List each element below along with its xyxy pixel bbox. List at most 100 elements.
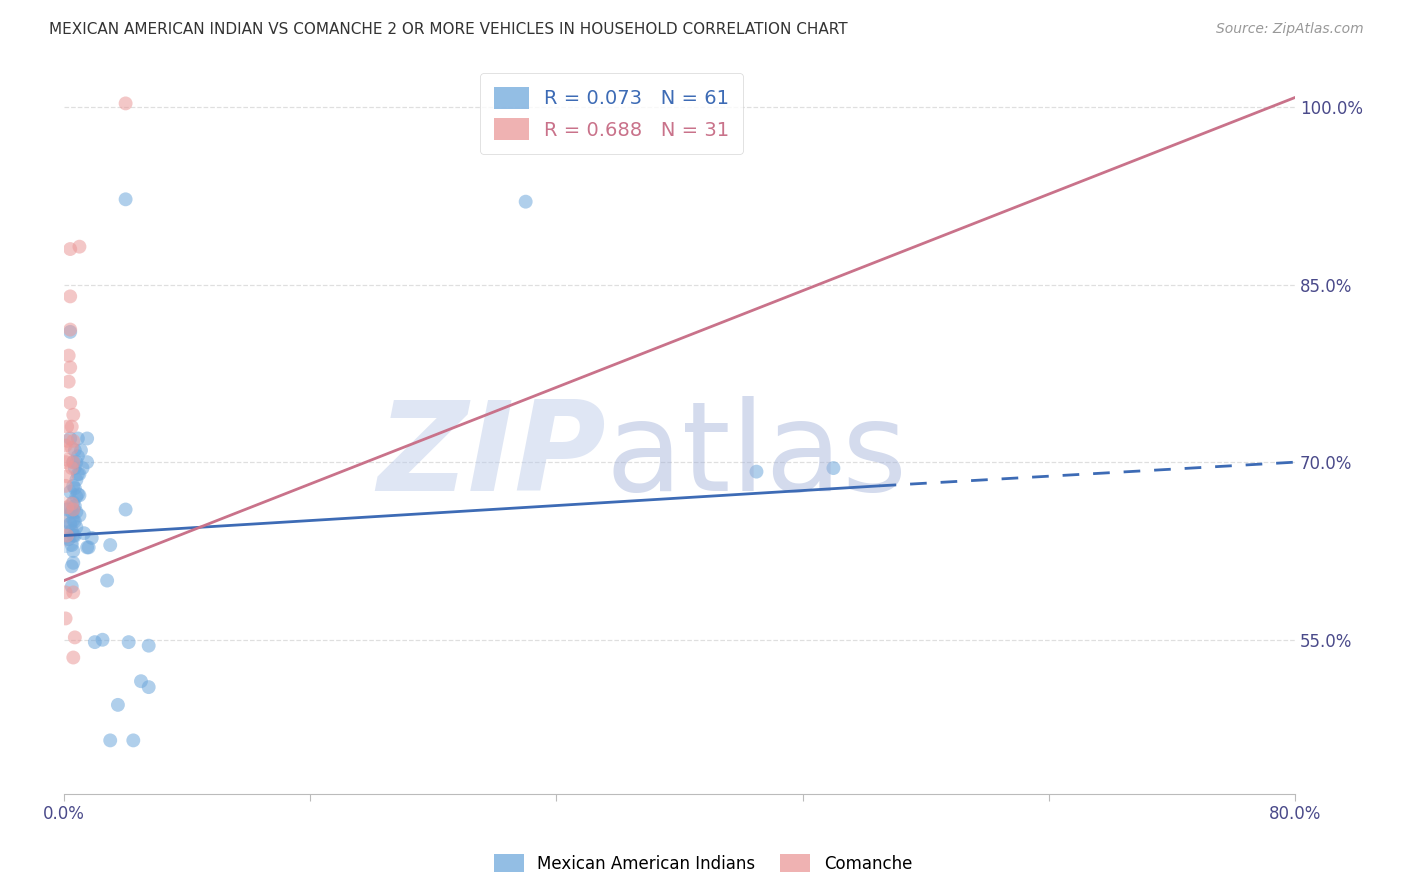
Point	[59, 396, 82, 410]
Point	[62, 585, 84, 599]
Point	[98, 538, 121, 552]
Point	[65, 490, 87, 504]
Point	[56, 434, 79, 448]
Point	[59, 360, 82, 375]
Point	[60, 559, 83, 574]
Point	[96, 574, 118, 588]
Point	[60, 461, 83, 475]
Point	[55, 455, 77, 469]
Legend: Mexican American Indians, Comanche: Mexican American Indians, Comanche	[488, 847, 918, 880]
Point	[91, 632, 114, 647]
Point	[69, 488, 91, 502]
Point	[59, 242, 82, 256]
Point	[60, 524, 83, 538]
Text: MEXICAN AMERICAN INDIAN VS COMANCHE 2 OR MORE VEHICLES IN HOUSEHOLD CORRELATION : MEXICAN AMERICAN INDIAN VS COMANCHE 2 OR…	[49, 22, 848, 37]
Point	[53, 502, 76, 516]
Point	[59, 325, 82, 339]
Point	[114, 96, 136, 111]
Point	[56, 500, 79, 515]
Point	[55, 508, 77, 523]
Point	[98, 733, 121, 747]
Point	[62, 544, 84, 558]
Point	[122, 733, 145, 747]
Point	[66, 432, 89, 446]
Point	[58, 532, 80, 546]
Point	[59, 289, 82, 303]
Text: ZIP: ZIP	[377, 395, 606, 516]
Point	[62, 556, 84, 570]
Point	[59, 516, 82, 531]
Text: Source: ZipAtlas.com: Source: ZipAtlas.com	[1216, 22, 1364, 37]
Point	[62, 650, 84, 665]
Point	[60, 497, 83, 511]
Point	[59, 322, 82, 336]
Point	[70, 443, 93, 458]
Point	[80, 531, 103, 545]
Point	[56, 452, 79, 467]
Point	[56, 528, 79, 542]
Point	[65, 520, 87, 534]
Point	[62, 513, 84, 527]
Point	[69, 240, 91, 254]
Point	[745, 465, 768, 479]
Point	[63, 631, 86, 645]
Point	[65, 473, 87, 487]
Point	[55, 479, 77, 493]
Point	[62, 502, 84, 516]
Point	[62, 502, 84, 516]
Point	[118, 635, 141, 649]
Point	[63, 443, 86, 458]
Point	[69, 508, 91, 523]
Point	[55, 526, 77, 541]
Point	[60, 579, 83, 593]
Point	[72, 461, 94, 475]
Point	[60, 441, 83, 455]
Point	[76, 455, 98, 469]
Point	[114, 192, 136, 206]
Point	[73, 526, 96, 541]
Point	[60, 505, 83, 519]
Point	[55, 611, 77, 625]
Point	[63, 528, 86, 542]
Point	[62, 455, 84, 469]
Point	[138, 680, 160, 694]
Point	[63, 499, 86, 513]
Point	[69, 467, 91, 481]
Point	[63, 481, 86, 495]
Point	[62, 434, 84, 448]
Point	[58, 349, 80, 363]
Point	[59, 484, 82, 499]
Point	[66, 449, 89, 463]
Point	[53, 523, 76, 537]
Point	[60, 538, 83, 552]
Point	[58, 375, 80, 389]
Point	[62, 408, 84, 422]
Point	[62, 479, 84, 493]
Point	[56, 419, 79, 434]
Point	[114, 502, 136, 516]
Point	[138, 639, 160, 653]
Text: atlas: atlas	[606, 395, 908, 516]
Point	[56, 469, 79, 483]
Legend: R = 0.073   N = 61, R = 0.688   N = 31: R = 0.073 N = 61, R = 0.688 N = 31	[479, 73, 742, 154]
Point	[107, 698, 129, 712]
Point	[62, 455, 84, 469]
Point	[129, 674, 152, 689]
Point	[63, 514, 86, 528]
Point	[62, 528, 84, 542]
Point	[55, 585, 77, 599]
Point	[66, 467, 89, 481]
Point	[59, 432, 82, 446]
Point	[56, 502, 79, 516]
Point	[515, 194, 537, 209]
Point	[62, 495, 84, 509]
Point	[63, 461, 86, 475]
Point	[76, 541, 98, 555]
Point	[55, 532, 77, 546]
Point	[60, 419, 83, 434]
Point	[823, 461, 845, 475]
Point	[55, 439, 77, 453]
Point	[65, 505, 87, 519]
Point	[76, 432, 98, 446]
Point	[66, 487, 89, 501]
